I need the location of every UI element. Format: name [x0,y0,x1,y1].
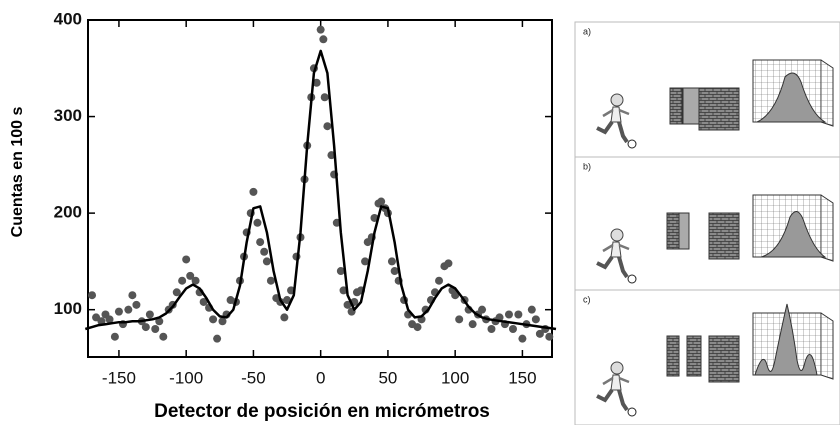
data-point [518,334,527,343]
data-point [323,122,332,131]
x-axis-label: Detector de posición en micrómetros [154,401,490,422]
data-point [141,323,150,332]
y-axis-label: Cuentas en 100 s [9,107,26,238]
data-point [213,334,222,343]
data-point [478,305,487,314]
data-point [444,259,453,268]
x-tick-label: 150 [508,368,536,387]
data-point [105,315,114,324]
data-point [283,296,292,305]
data-point [128,291,137,300]
data-point [256,238,265,247]
data-point [178,276,187,285]
data-point [327,151,336,160]
y-tick-label: 200 [54,203,82,222]
data-point [151,324,160,333]
data-point [110,332,119,341]
y-tick-label: 100 [54,299,82,318]
data-point [455,315,464,324]
data-point [132,300,141,309]
data-point [218,317,227,326]
data-point [413,323,422,332]
data-point [172,288,181,297]
panel: b) [574,156,840,291]
data-point [468,320,477,329]
data-point [260,247,269,256]
data-point [343,300,352,309]
panel: a) [574,21,840,158]
data-point [159,332,168,341]
x-tick-label: 50 [378,368,397,387]
data-point [280,313,289,322]
panel-label: a) [583,26,591,36]
data-point [336,267,345,276]
data-point [514,310,523,319]
data-point [487,324,496,333]
diagram: a) b) c) [574,21,840,426]
data-point [320,93,329,102]
data-point [361,257,370,266]
data-point [527,305,536,314]
data-point [504,310,513,319]
data-point [545,332,554,341]
data-point [435,276,444,285]
y-tick-label: 300 [54,106,82,125]
data-point [339,286,348,295]
data-point [508,324,517,333]
x-tick-label: 0 [316,368,325,387]
data-point [145,310,154,319]
fit-line [84,49,557,331]
data-point [451,291,460,300]
data-point [312,78,321,87]
data-point [253,218,262,227]
data-point [249,187,258,196]
x-tick-label: 100 [441,368,469,387]
x-tick-label: -150 [102,368,136,387]
data-point [535,329,544,338]
data-point [88,291,97,300]
data-point [531,315,540,324]
data-point [114,307,123,316]
data-point [191,276,200,285]
panel-label: b) [583,161,591,171]
data-point [266,276,275,285]
data-point [387,257,396,266]
data-point [209,315,218,324]
y-tick-label: 400 [54,9,82,28]
data-point [377,197,386,206]
data-point [316,25,325,34]
x-tick-label: -100 [169,368,203,387]
data-point [155,317,164,326]
panel-label: c) [583,294,591,304]
data-point [182,255,191,264]
data-point [199,297,208,306]
panel: c) [574,289,840,426]
x-tick-label: -50 [241,368,266,387]
data-point [186,271,195,280]
data-point [262,257,271,266]
data-point [319,35,328,44]
data-point [124,305,133,314]
data-point [390,267,399,276]
